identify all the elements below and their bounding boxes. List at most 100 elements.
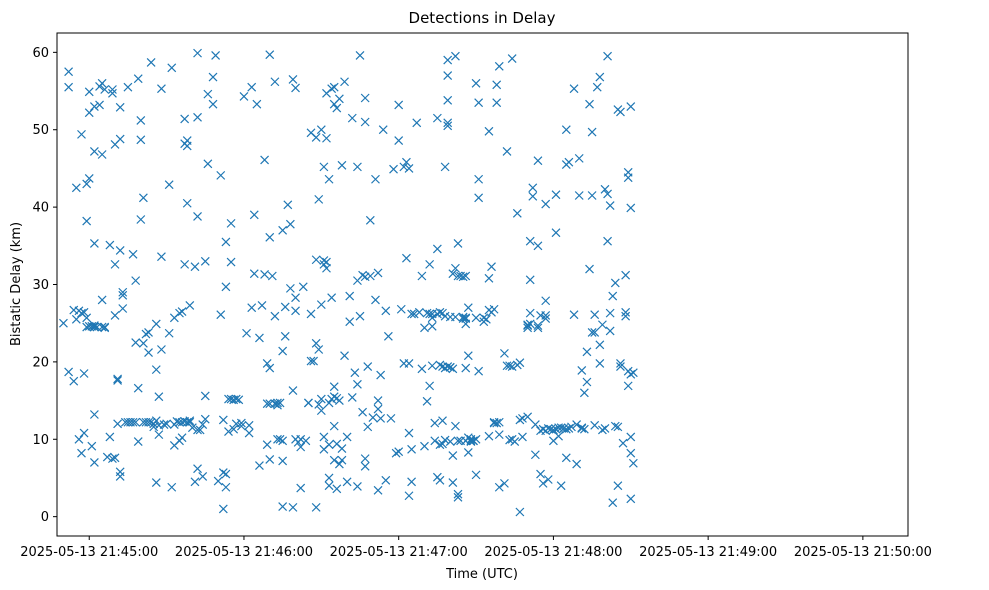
data-point	[453, 489, 463, 499]
x-tick-label: 2025-05-13 21:49:00	[639, 545, 777, 560]
data-point	[430, 418, 440, 428]
data-point	[211, 51, 221, 60]
data-point	[597, 425, 607, 435]
data-point	[118, 287, 128, 297]
data-point	[494, 482, 504, 492]
data-point	[97, 150, 107, 159]
data-point	[569, 84, 579, 94]
data-point	[118, 304, 128, 313]
data-point	[628, 368, 638, 378]
data-point	[402, 253, 411, 263]
data-point	[515, 507, 525, 517]
data-point	[218, 468, 228, 477]
data-point	[131, 338, 141, 347]
data-point	[386, 413, 396, 423]
data-point	[79, 307, 89, 317]
data-point	[316, 300, 326, 310]
data-point	[285, 283, 295, 293]
data-point	[463, 351, 473, 361]
data-point	[353, 162, 362, 172]
data-point	[450, 421, 460, 431]
data-point	[572, 420, 582, 429]
data-point	[162, 419, 172, 429]
data-point	[226, 257, 236, 267]
data-point	[561, 453, 571, 463]
data-point	[329, 382, 339, 392]
data-point	[587, 328, 597, 337]
data-point	[108, 85, 117, 94]
data-point	[267, 271, 277, 281]
data-point	[200, 414, 210, 424]
data-point	[528, 183, 538, 193]
x-tick-label: 2025-05-13 21:46:00	[175, 545, 313, 560]
data-point	[200, 391, 210, 401]
data-point	[110, 311, 120, 320]
data-point	[108, 454, 117, 464]
data-point	[432, 113, 442, 123]
data-point	[574, 191, 584, 200]
data-point	[265, 363, 275, 373]
data-point	[177, 433, 187, 443]
data-point	[221, 282, 231, 292]
data-point	[523, 323, 533, 333]
data-point	[144, 328, 153, 337]
data-point	[136, 135, 146, 145]
data-point	[623, 381, 633, 391]
data-point	[89, 322, 99, 332]
data-point	[541, 199, 551, 209]
data-point	[350, 368, 360, 378]
data-point	[327, 293, 337, 303]
data-point	[167, 63, 177, 73]
data-point	[445, 362, 455, 372]
data-point	[533, 321, 543, 330]
data-point	[471, 78, 481, 88]
data-point	[572, 459, 582, 469]
data-point	[115, 467, 125, 477]
data-point	[353, 379, 362, 389]
data-point	[579, 424, 589, 434]
data-point	[389, 164, 398, 174]
data-point	[182, 198, 192, 208]
data-point	[425, 259, 435, 269]
data-point	[448, 364, 458, 374]
data-point	[247, 303, 257, 313]
data-point	[453, 436, 463, 446]
data-point	[518, 432, 527, 442]
data-point	[288, 75, 298, 84]
data-point	[621, 311, 631, 321]
data-point	[623, 173, 633, 183]
data-point	[89, 410, 99, 419]
data-point	[329, 82, 339, 92]
data-point	[249, 269, 259, 279]
data-point	[595, 359, 605, 368]
data-point	[515, 358, 525, 368]
data-point	[193, 48, 202, 58]
data-point	[525, 275, 535, 285]
data-point	[244, 420, 254, 430]
data-point	[528, 191, 538, 201]
data-point	[587, 127, 597, 137]
data-point	[278, 436, 288, 446]
data-point	[626, 448, 636, 458]
data-point	[77, 129, 86, 139]
data-point	[453, 492, 463, 502]
data-point	[288, 386, 298, 395]
data-point	[64, 67, 74, 77]
data-point	[518, 413, 527, 423]
y-tick-label: 20	[32, 355, 49, 370]
data-point	[213, 476, 223, 486]
data-point	[84, 108, 94, 118]
data-point	[502, 146, 512, 156]
data-point	[115, 102, 125, 112]
data-point	[345, 291, 355, 301]
data-point	[626, 369, 636, 379]
data-point	[358, 270, 368, 280]
data-point	[334, 94, 344, 104]
data-point	[394, 136, 404, 145]
data-point	[177, 307, 187, 317]
data-point	[322, 257, 331, 267]
data-point	[252, 99, 262, 109]
data-point	[577, 365, 587, 375]
data-point	[373, 268, 383, 278]
